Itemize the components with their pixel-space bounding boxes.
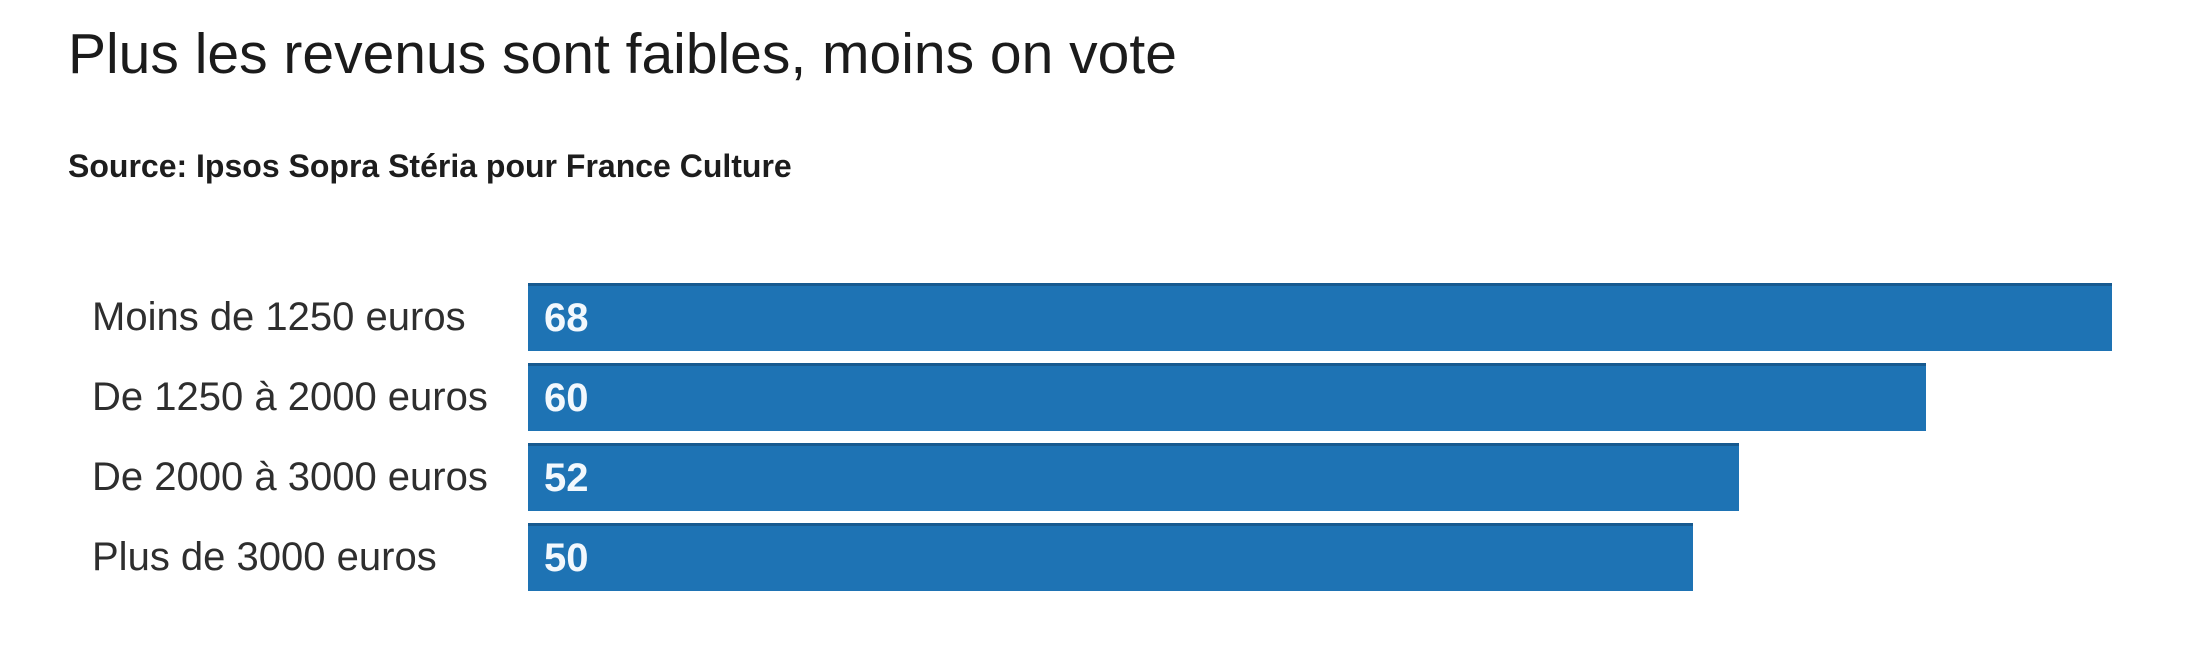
bar-track: 52 [528,443,2112,511]
category-label: De 1250 à 2000 euros [92,374,488,419]
chart-row: De 1250 à 2000 euros 60 [0,363,2200,431]
bar: 50 [528,523,1693,591]
chart-row: Moins de 1250 euros 68 [0,283,2200,351]
bar-value-label: 52 [544,456,589,500]
chart-source: Source: Ipsos Sopra Stéria pour France C… [68,148,792,184]
chart-row: Plus de 3000 euros 50 [0,523,2200,591]
category-label: De 2000 à 3000 euros [92,454,488,499]
chart-title: Plus les revenus sont faibles, moins on … [68,22,1177,86]
bar-chart: Moins de 1250 euros 68 De 1250 à 2000 euro… [0,283,2200,603]
bar-track: 60 [528,363,2112,431]
bar: 52 [528,443,1740,511]
bar: 60 [528,363,1926,431]
chart-row: De 2000 à 3000 euros 52 [0,443,2200,511]
bar-track: 50 [528,523,2112,591]
bar-value-label: 50 [544,536,589,580]
bar: 68 [528,283,2112,351]
bar-value-label: 60 [544,376,589,420]
category-label: Plus de 3000 euros [92,534,437,579]
bar-value-label: 68 [544,296,589,340]
category-label: Moins de 1250 euros [92,294,466,339]
bar-track: 68 [528,283,2112,351]
